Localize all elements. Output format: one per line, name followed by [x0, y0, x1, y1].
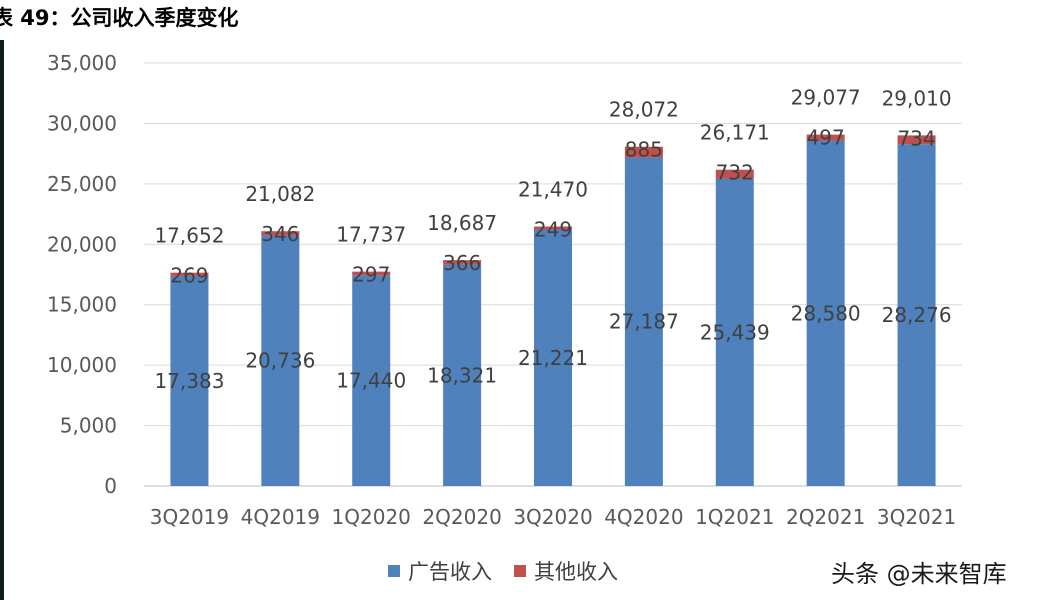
bar-advertising [624, 157, 663, 486]
data-label-other: 366 [443, 251, 481, 275]
data-label-total: 21,082 [245, 182, 315, 206]
bar-other [534, 226, 572, 230]
stacked-bar-chart: 0 5,000 10,000 15,000 20,000 25,000 30,000 35,0… [47, 51, 962, 529]
x-category-label: 3Q2020 [513, 505, 592, 529]
y-tick-label: 35,000 [47, 51, 117, 75]
bar-other [624, 146, 663, 158]
data-label-advertising: 18,321 [427, 363, 497, 387]
data-label-advertising: 28,276 [882, 303, 952, 327]
y-tick-label: 30,000 [47, 111, 117, 135]
legend: 广告收入 其他收入 [388, 556, 640, 586]
chart-title: 表 49：公司收入季度变化 [0, 6, 239, 30]
bar-advertising [261, 235, 300, 486]
bar-advertising [806, 140, 845, 487]
y-tick-label: 5,000 [60, 414, 117, 438]
data-label-total: 29,010 [882, 86, 952, 110]
data-label-total: 21,470 [518, 178, 588, 202]
data-label-advertising: 20,736 [245, 349, 315, 373]
bar-advertising [443, 264, 482, 486]
data-label-other: 497 [807, 126, 845, 150]
data-label-other: 885 [625, 138, 663, 162]
bar-other [261, 231, 300, 236]
legend-label-advertising: 广告收入 [408, 560, 492, 584]
data-label-total: 17,652 [154, 224, 224, 248]
bar-advertising [897, 144, 936, 486]
data-label-other: 297 [352, 263, 390, 287]
left-edge-strip [0, 40, 4, 600]
x-category-label: 3Q2019 [150, 505, 229, 529]
data-label-other: 346 [261, 222, 299, 246]
x-category-label: 1Q2021 [695, 505, 774, 529]
data-label-advertising: 28,580 [791, 301, 861, 325]
data-label-advertising: 25,439 [700, 320, 770, 344]
data-label-advertising: 27,187 [609, 310, 679, 334]
data-label-total: 26,171 [700, 121, 770, 145]
x-category-label: 4Q2019 [241, 505, 320, 529]
y-tick-label: 25,000 [47, 172, 117, 196]
legend-swatch-advertising [388, 565, 400, 577]
legend-item-other: 其他收入 [514, 556, 618, 586]
data-label-other: 269 [170, 264, 208, 288]
y-tick-label: 20,000 [47, 232, 117, 256]
x-category-label: 1Q2020 [332, 505, 411, 529]
bar-advertising [170, 275, 209, 486]
data-label-advertising: 17,440 [336, 369, 406, 393]
bar-other [715, 169, 754, 179]
y-tick-label: 0 [104, 474, 117, 498]
data-label-advertising: 21,221 [518, 346, 588, 370]
bar-other [806, 134, 845, 141]
data-label-total: 28,072 [609, 98, 679, 122]
data-label-other: 732 [716, 161, 754, 185]
data-label-total: 18,687 [427, 211, 497, 235]
bar-advertising [715, 178, 754, 486]
x-category-label: 2Q2020 [422, 505, 501, 529]
bar-advertising [534, 229, 572, 486]
data-label-total: 17,737 [336, 223, 406, 247]
x-category-label: 4Q2020 [604, 505, 683, 529]
legend-label-other: 其他收入 [534, 560, 618, 584]
y-tick-label: 10,000 [47, 353, 117, 377]
x-category-label: 2Q2021 [786, 505, 865, 529]
legend-item-advertising: 广告收入 [388, 556, 492, 586]
x-category-label: 3Q2021 [877, 505, 956, 529]
data-label-other: 734 [897, 126, 935, 150]
data-label-other: 249 [534, 218, 572, 242]
bar-other [352, 271, 391, 276]
bar-other [443, 260, 482, 265]
bar-other [170, 272, 209, 276]
legend-swatch-other [514, 565, 526, 577]
bar-other [897, 135, 936, 145]
y-tick-label: 15,000 [47, 293, 117, 317]
data-label-advertising: 17,383 [154, 369, 224, 393]
data-label-total: 29,077 [791, 86, 861, 110]
bar-advertising [352, 275, 391, 486]
watermark: 头条 @未来智库 [831, 560, 1007, 588]
